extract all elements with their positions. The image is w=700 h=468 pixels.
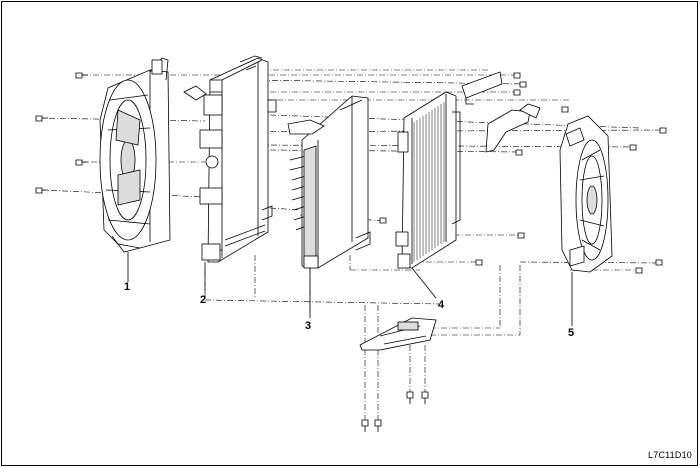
part-2-radiator	[183, 55, 277, 292]
callout-2: 2	[200, 294, 207, 306]
callout-5: 5	[568, 327, 575, 339]
part-4-condenser	[395, 91, 461, 299]
part-1-fan-shroud	[99, 57, 171, 282]
callout-1: 1	[124, 281, 131, 293]
figure-id-label: L7C11D10	[648, 450, 692, 460]
part-3-intercooler	[287, 95, 371, 318]
lower-mounting-bracket	[359, 317, 437, 351]
callout-3: 3	[305, 320, 312, 332]
mounting-brackets	[461, 71, 541, 153]
bolts	[35, 72, 667, 432]
part-5-aux-fan-shroud	[559, 115, 613, 326]
callout-4: 4	[438, 299, 445, 311]
